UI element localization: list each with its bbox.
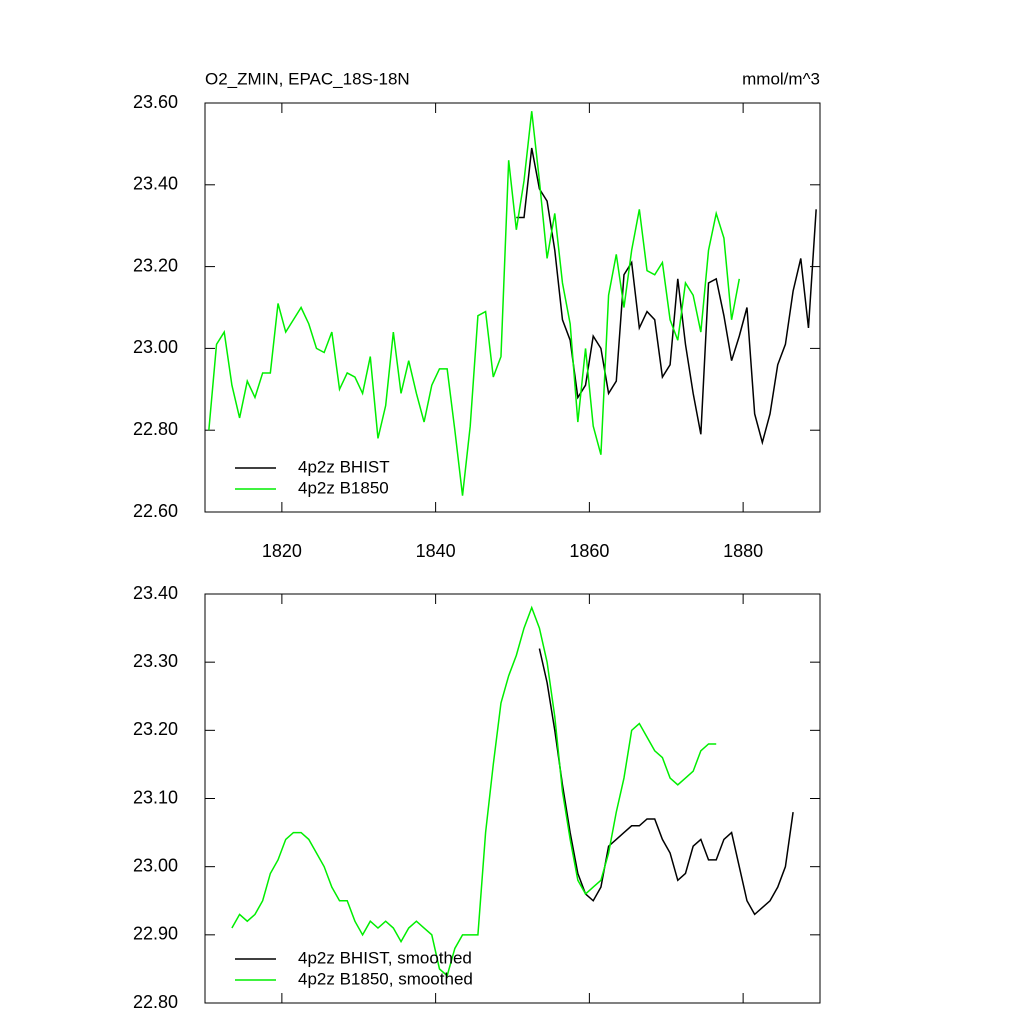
- x-tick-label: 1820: [262, 541, 302, 561]
- legend-label: 4p2z B1850, smoothed: [298, 969, 473, 988]
- data-line: [231, 605, 717, 978]
- y-tick-label: 22.80: [133, 419, 178, 439]
- y-tick-label: 23.00: [133, 337, 178, 357]
- y-tick-label: 23.40: [133, 583, 178, 603]
- data-line: [538, 648, 794, 916]
- legend-label: 4p2z BHIST: [298, 457, 390, 476]
- data-line: [208, 111, 741, 496]
- y-tick-label: 22.90: [133, 924, 178, 944]
- chart-title: O2_ZMIN, EPAC_18S-18N: [205, 69, 410, 88]
- legend-label: 4p2z B1850: [298, 478, 389, 497]
- y-tick-label: 22.60: [133, 501, 178, 521]
- plot-frame: [204, 102, 821, 513]
- y-tick-label: 23.20: [133, 255, 178, 275]
- legend-label: 4p2z BHIST, smoothed: [298, 948, 472, 967]
- y-tick-label: 23.40: [133, 174, 178, 194]
- y-tick-label: 23.10: [133, 787, 178, 807]
- x-tick-label: 1880: [723, 541, 763, 561]
- x-tick-label: 1860: [569, 541, 609, 561]
- y-tick-label: 23.60: [133, 92, 178, 112]
- plot-frame: [204, 593, 821, 1004]
- units-label: mmol/m^3: [742, 69, 820, 88]
- y-tick-label: 23.30: [133, 651, 178, 671]
- y-tick-label: 22.80: [133, 992, 178, 1012]
- y-tick-label: 23.20: [133, 719, 178, 739]
- x-tick-label: 1840: [416, 541, 456, 561]
- y-tick-label: 23.00: [133, 855, 178, 875]
- data-line: [516, 147, 817, 446]
